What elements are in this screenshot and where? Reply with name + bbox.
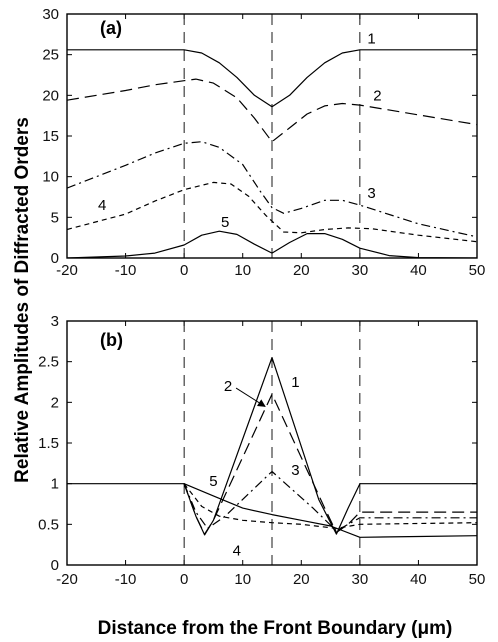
- curve-label-1: 1: [367, 30, 375, 47]
- panel-label: (a): [100, 18, 122, 38]
- series-line-5: [67, 230, 477, 258]
- y-tick-label: 1: [51, 476, 59, 493]
- panel-a: -20 -10 0 10 20 30 40 50 0 5 10 15 20 25 30 1 2 3 4 5 (a): [42, 6, 485, 279]
- x-tick-label: -20: [56, 262, 78, 279]
- x-tick-label: 30: [352, 571, 369, 588]
- x-tick-label: 20: [293, 262, 310, 279]
- x-tick-label: 40: [410, 571, 427, 588]
- label-pointer-arrow: [235, 387, 266, 407]
- series-line-2: [67, 78, 477, 143]
- curve-label-2: 2: [224, 378, 232, 395]
- x-tick-label: 10: [234, 571, 251, 588]
- x-tick-label: 50: [469, 262, 486, 279]
- x-tick-label: 10: [234, 262, 251, 279]
- series-line-3: [67, 141, 477, 238]
- y-tick-label: 30: [42, 6, 59, 23]
- y-tick-label: 0: [51, 557, 59, 574]
- x-tick-label: -10: [115, 571, 137, 588]
- y-tick-label: 1.5: [38, 435, 59, 452]
- curve-label-5: 5: [221, 214, 229, 231]
- y-tick-label: 20: [42, 87, 59, 104]
- series-line-4: [67, 181, 477, 243]
- y-tick-label: 2.5: [38, 354, 59, 371]
- y-tick-label: 5: [51, 209, 59, 226]
- y-axis-title: Relative Amplitudes of Diffracted Orders: [12, 117, 33, 483]
- curve-label-2: 2: [373, 87, 381, 104]
- curve-label-4: 4: [233, 542, 241, 559]
- series-line-4: [183, 483, 477, 529]
- series-line-2: [183, 393, 477, 535]
- panel-b: -20 -10 0 10 20 30 40 50 0 0.5 1 1.5 2 2.5 3 1 2 3 4 5 (b): [38, 313, 485, 588]
- x-tick-label: 20: [293, 571, 310, 588]
- series-line-1: [67, 49, 477, 108]
- curve-label-5: 5: [209, 473, 217, 490]
- x-tick-label: 0: [180, 262, 188, 279]
- y-tick-label: 25: [42, 47, 59, 64]
- x-axis-title: Distance from the Front Boundary (μm): [98, 618, 453, 639]
- panel-label: (b): [100, 330, 123, 350]
- y-tick-label: 0.5: [38, 516, 59, 533]
- x-tick-label: 0: [180, 571, 188, 588]
- y-tick-label: 10: [42, 169, 59, 186]
- curve-label-3: 3: [367, 185, 375, 202]
- series-line-5: [183, 483, 477, 538]
- curve-label-3: 3: [291, 462, 299, 479]
- x-tick-label: -10: [115, 262, 137, 279]
- curve-label-4: 4: [98, 197, 106, 214]
- y-tick-label: 3: [51, 313, 59, 330]
- y-tick-label: 2: [51, 394, 59, 411]
- x-tick-label: -20: [56, 571, 78, 588]
- series-line-3: [183, 470, 477, 532]
- curve-label-1: 1: [291, 374, 299, 391]
- x-tick-label: 30: [352, 262, 369, 279]
- y-tick-label: 15: [42, 128, 59, 145]
- x-tick-label: 50: [469, 571, 486, 588]
- x-tick-label: 40: [410, 262, 427, 279]
- y-tick-label: 0: [51, 250, 59, 267]
